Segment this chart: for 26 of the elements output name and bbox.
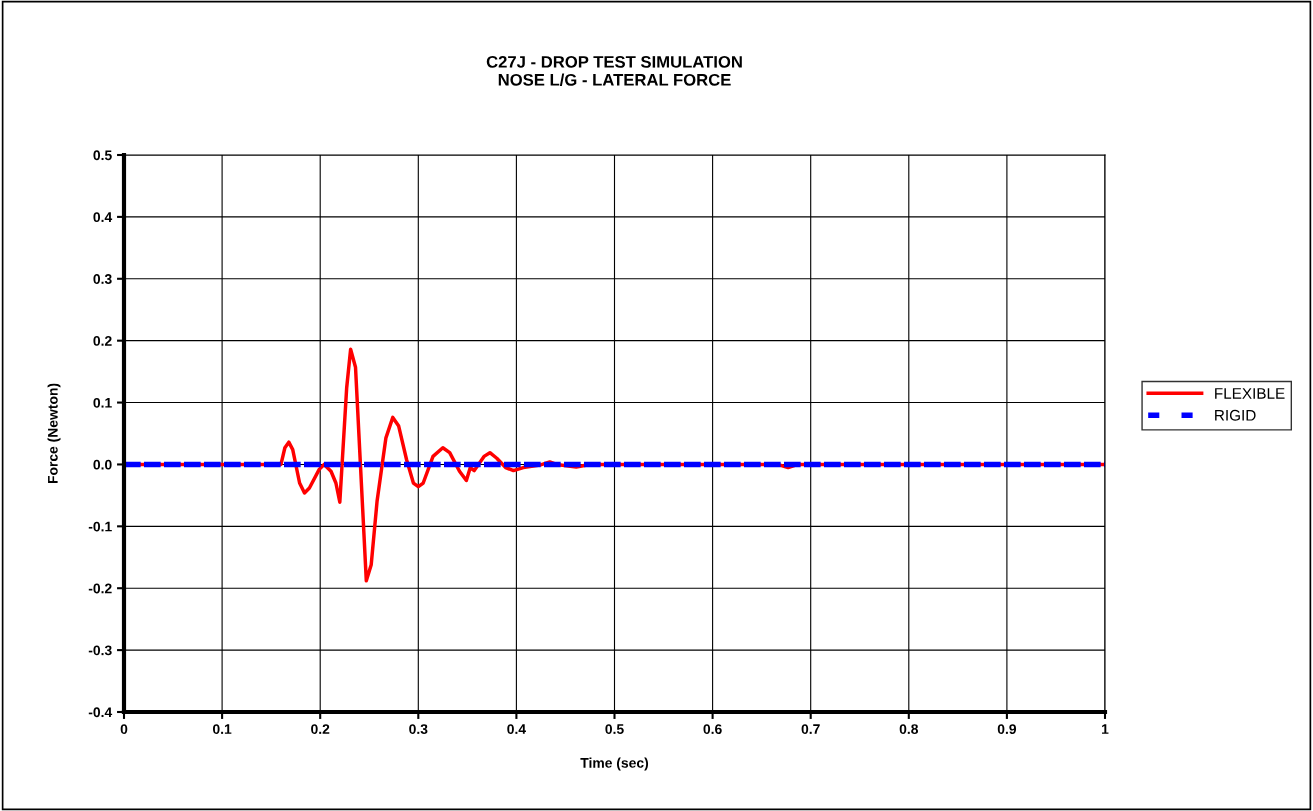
y-tick-label: -0.2 — [88, 583, 112, 594]
chart-title: C27J - DROP TEST SIMULATION NOSE L/G - LATERAL FORCE — [486, 55, 742, 86]
y-tick-label: 0.2 — [93, 336, 112, 346]
y-axis-title: Force (Newton) — [47, 383, 61, 484]
x-axis-title: Time (sec) — [580, 757, 649, 771]
x-tick-label: 1 — [1102, 724, 1109, 734]
legend-label: FLEXIBLE — [1215, 388, 1285, 399]
x-tick-label: 0.4 — [507, 724, 526, 735]
x-tick-label: 0.2 — [311, 724, 330, 735]
y-tick-label: 0.4 — [93, 212, 113, 223]
y-tick-label: -0.1 — [88, 521, 112, 532]
x-tick-label: 0.7 — [801, 724, 820, 735]
x-tick-label: 0.6 — [703, 724, 722, 735]
y-tick-label: 0.5 — [93, 150, 112, 161]
y-tick-label: 0.3 — [93, 274, 112, 284]
x-tick-label: 0.9 — [997, 724, 1017, 735]
x-tick-label: 0.3 — [409, 724, 428, 735]
x-tick-label: 0.8 — [899, 724, 919, 735]
legend-label: RIGID — [1215, 409, 1256, 421]
y-tick-label: 0.1 — [93, 397, 112, 408]
y-tick-label: -0.4 — [88, 707, 113, 718]
x-tick-label: 0 — [120, 724, 128, 735]
x-tick-label: 0.5 — [605, 724, 624, 735]
y-tick-label: -0.3 — [88, 645, 112, 656]
y-tick-label: 0.0 — [93, 459, 112, 470]
x-tick-label: 0.1 — [213, 724, 232, 735]
